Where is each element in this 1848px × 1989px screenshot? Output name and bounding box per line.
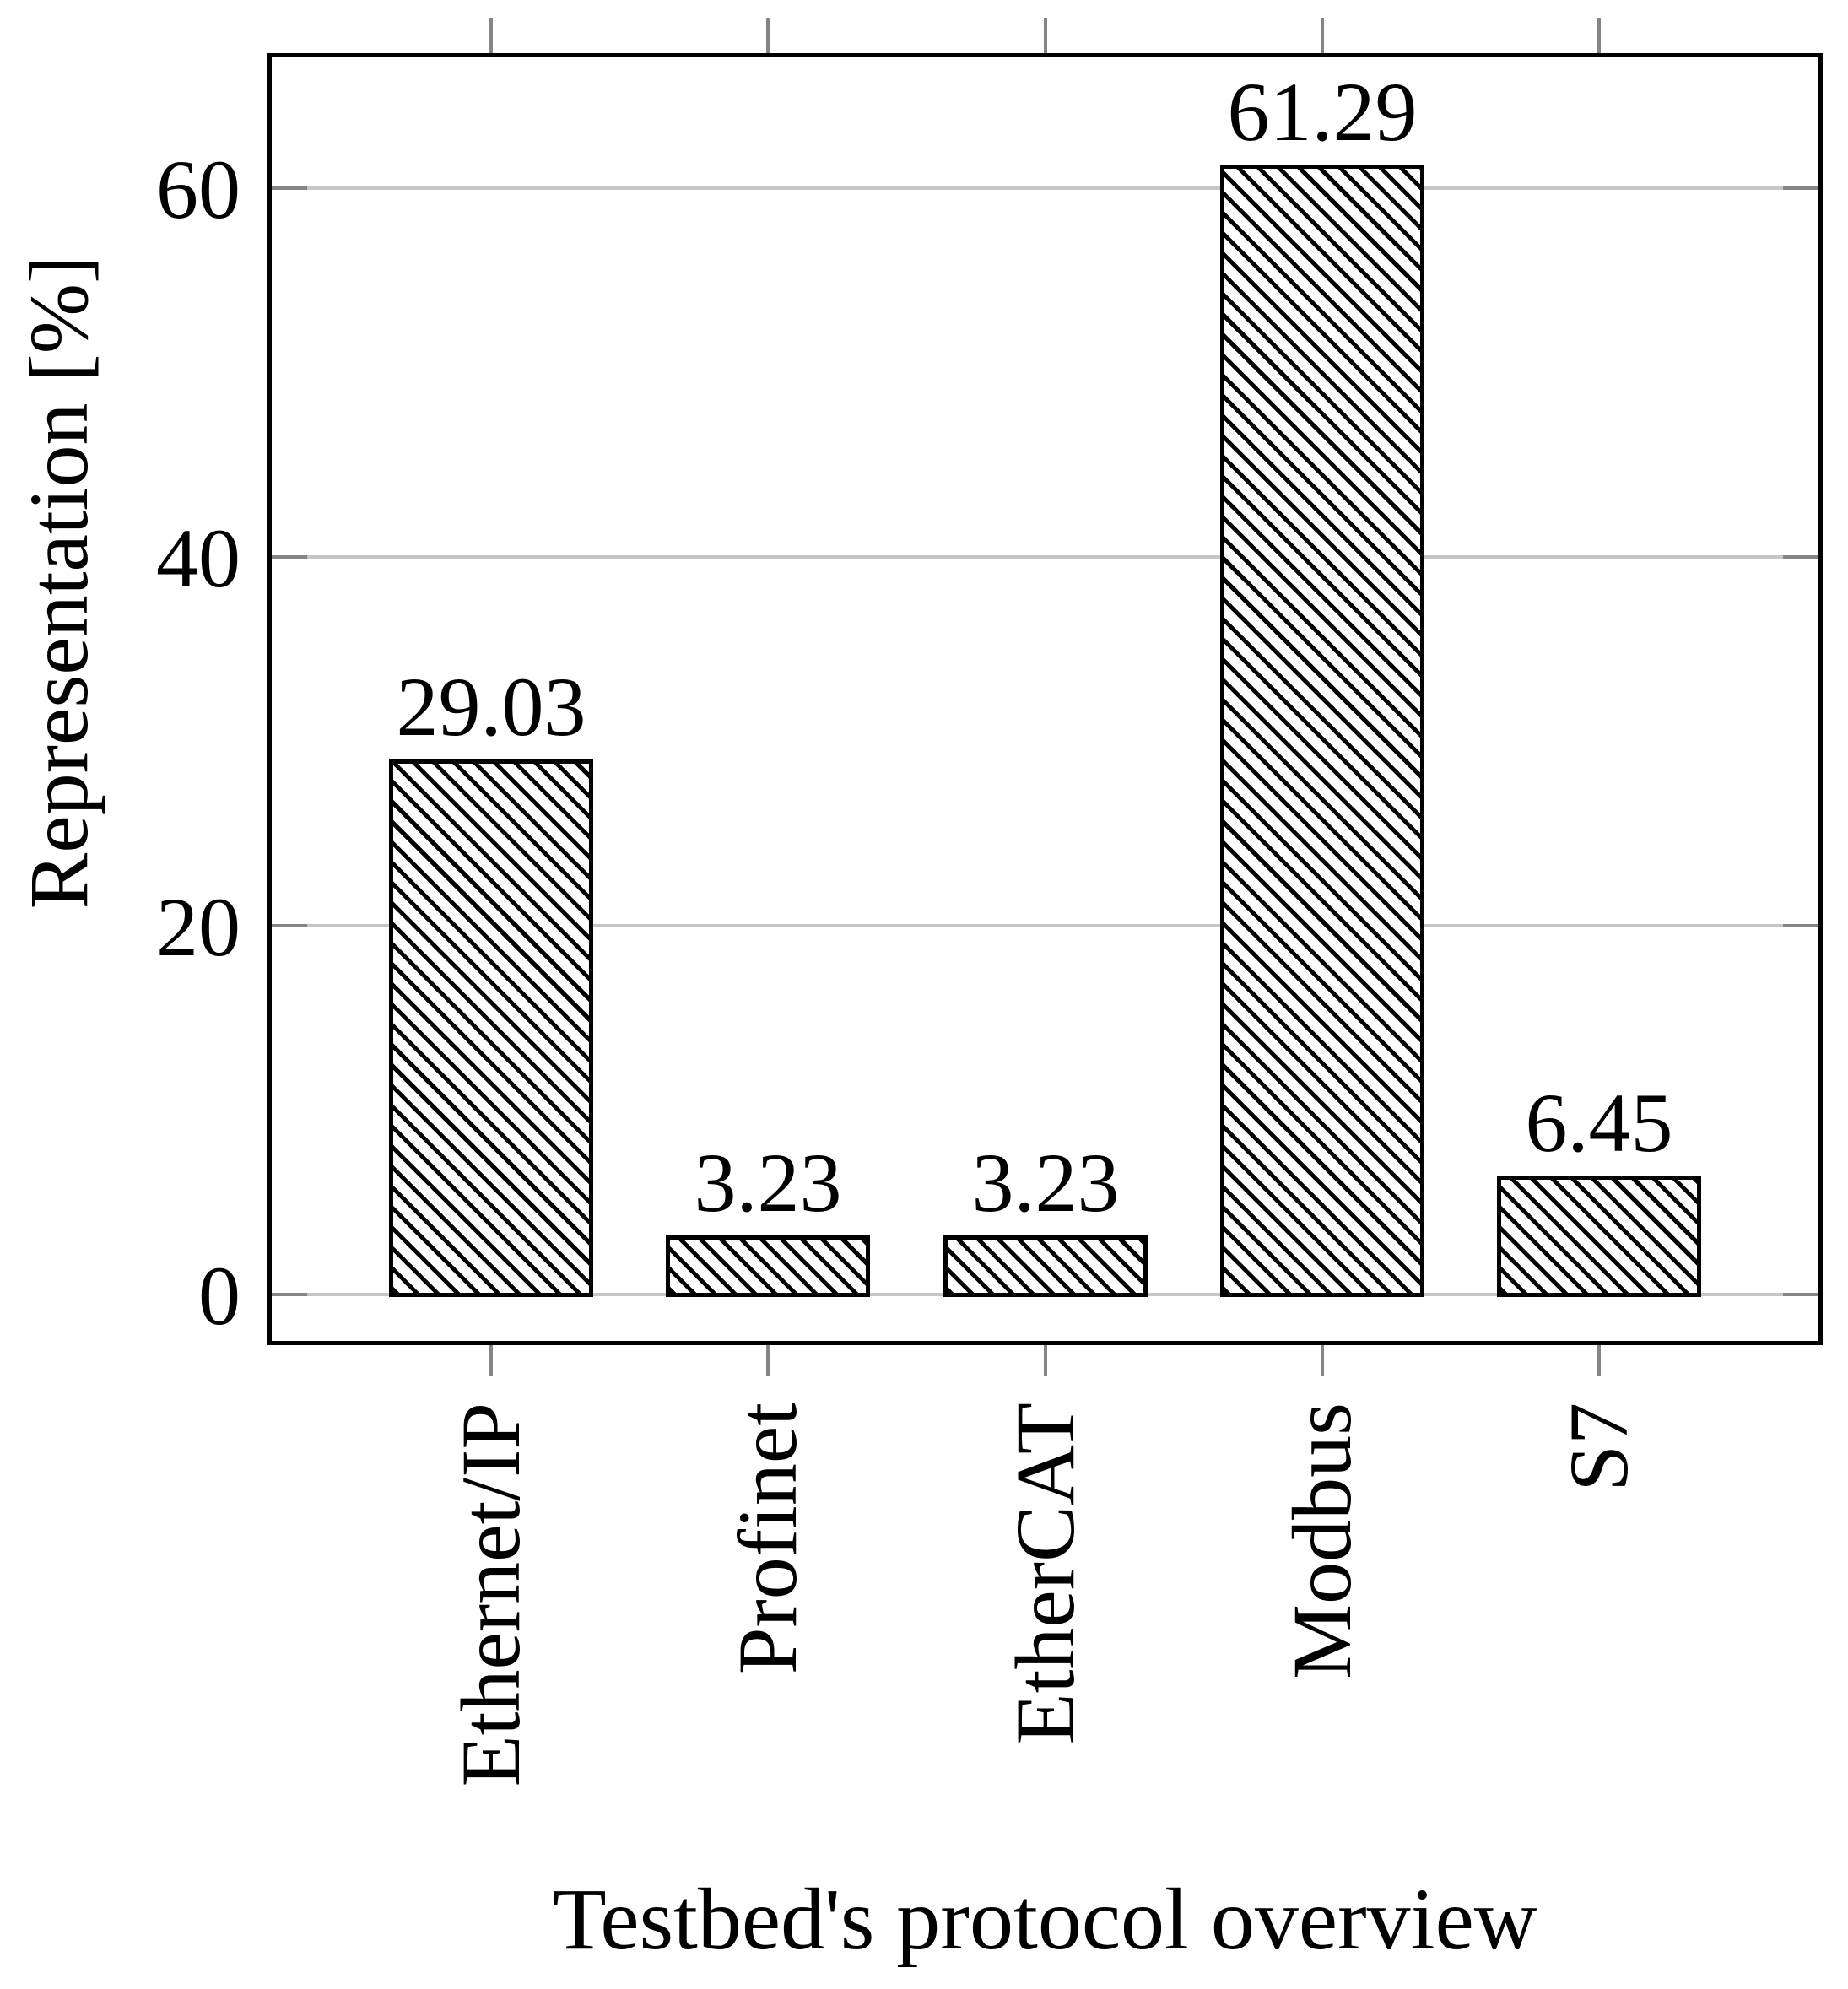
category-tick-bottom-profinet xyxy=(766,1345,770,1376)
bar-value-label-ethercat: 3.23 xyxy=(971,1135,1120,1230)
y-tick-label-20: 20 xyxy=(156,880,240,975)
x-tick-label-s7: S7 xyxy=(1552,1403,1645,1492)
category-tick-bottom-modbus xyxy=(1321,1345,1324,1376)
y-tick-right-40 xyxy=(1783,555,1818,559)
category-tick-bottom-ethercat xyxy=(1044,1345,1047,1376)
x-tick-label-ethercat: EtherCAT xyxy=(998,1403,1092,1745)
bar-s7 xyxy=(1497,1176,1701,1298)
category-tick-bottom-s7 xyxy=(1597,1345,1601,1376)
y-axis-label: Representation [%] xyxy=(12,255,105,910)
bar-value-label-modbus: 61.29 xyxy=(1227,64,1418,159)
y-tick-label-0: 0 xyxy=(198,1249,240,1343)
category-tick-top-s7 xyxy=(1597,18,1601,53)
bar-value-label-ethernet-ip: 29.03 xyxy=(396,659,586,754)
category-tick-top-profinet xyxy=(766,18,770,53)
bar-profinet xyxy=(666,1235,870,1298)
plot-area: 29.03 3.23 3.23 61.29 6.45 xyxy=(267,53,1823,1345)
y-tick-left-20 xyxy=(272,924,307,928)
x-axis-title: Testbed's protocol overview xyxy=(553,1871,1537,1968)
bar-ethercat xyxy=(943,1235,1148,1298)
gridline-y-60 xyxy=(272,186,1818,191)
y-tick-left-40 xyxy=(272,555,307,559)
x-tick-label-ethernet-ip: Ethernet/IP xyxy=(444,1403,538,1787)
y-tick-left-0 xyxy=(272,1293,307,1297)
x-tick-label-profinet: Profinet xyxy=(721,1403,814,1675)
category-tick-top-ethernet-ip xyxy=(489,18,493,53)
gridline-y-20 xyxy=(272,924,1818,928)
bar-ethernet-ip xyxy=(389,759,593,1298)
gridline-y-40 xyxy=(272,555,1818,559)
y-tick-label-60: 60 xyxy=(156,143,240,237)
category-tick-bottom-ethernet-ip xyxy=(489,1345,493,1376)
bar-modbus xyxy=(1220,164,1424,1298)
category-tick-top-modbus xyxy=(1321,18,1324,53)
category-tick-top-ethercat xyxy=(1044,18,1047,53)
bar-value-label-s7: 6.45 xyxy=(1525,1076,1673,1170)
y-tick-right-60 xyxy=(1783,186,1818,191)
y-tick-right-0 xyxy=(1783,1293,1818,1297)
y-tick-right-20 xyxy=(1783,924,1818,928)
y-tick-left-60 xyxy=(272,186,307,191)
bar-value-label-profinet: 3.23 xyxy=(694,1135,842,1230)
y-tick-label-40: 40 xyxy=(156,511,240,606)
x-tick-label-modbus: Modbus xyxy=(1275,1403,1369,1679)
